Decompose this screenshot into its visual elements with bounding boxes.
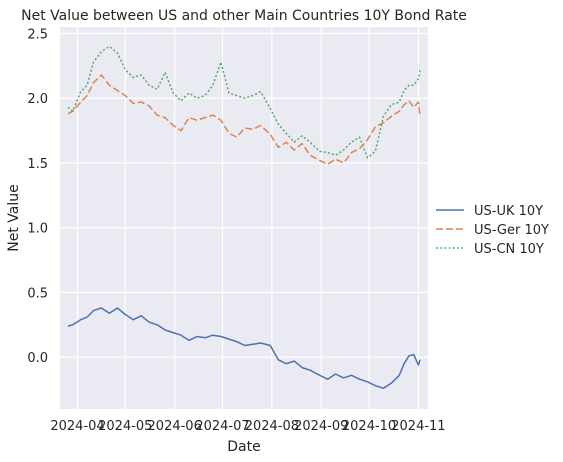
- y-axis-ticks: 0.0 0.5 1.0 1.5 2.0 2.5: [27, 27, 48, 366]
- y-tick-label: 1.5: [27, 157, 48, 172]
- series-line-3: [67, 45, 421, 159]
- legend-label: US-CN 10Y: [474, 242, 544, 257]
- y-tick-label: 2.5: [27, 27, 48, 42]
- legend-label: US-UK 10Y: [474, 204, 543, 219]
- y-tick-label: 0.5: [27, 286, 48, 301]
- x-tick-label: 2024-08: [245, 419, 299, 434]
- x-axis-ticks: 2024-042024-052024-062024-072024-082024-…: [50, 419, 445, 434]
- legend: US-UK 10Y US-Ger 10Y US-CN 10Y: [436, 204, 549, 257]
- x-axis-label: Date: [227, 439, 260, 455]
- series-lines: [67, 45, 421, 390]
- x-tick-label: 2024-06: [148, 419, 202, 434]
- y-tick-label: 2.0: [27, 92, 48, 107]
- x-tick-label: 2024-07: [195, 419, 249, 434]
- series-line-2: [67, 74, 421, 166]
- y-tick-label: 0.0: [27, 351, 48, 366]
- series-line-1: [67, 307, 421, 390]
- chart-title: Net Value between US and other Main Coun…: [21, 8, 467, 24]
- x-tick-label: 2024-10: [342, 419, 396, 434]
- plot-area: [60, 27, 428, 409]
- y-axis-label: Net Value: [6, 184, 22, 251]
- y-tick-label: 1.0: [27, 222, 48, 237]
- x-tick-label: 2024-04: [50, 419, 104, 434]
- legend-label: US-Ger 10Y: [474, 223, 549, 238]
- x-tick-label: 2024-05: [98, 419, 152, 434]
- x-tick-label: 2024-09: [294, 419, 348, 434]
- x-tick-label: 2024-11: [391, 419, 445, 434]
